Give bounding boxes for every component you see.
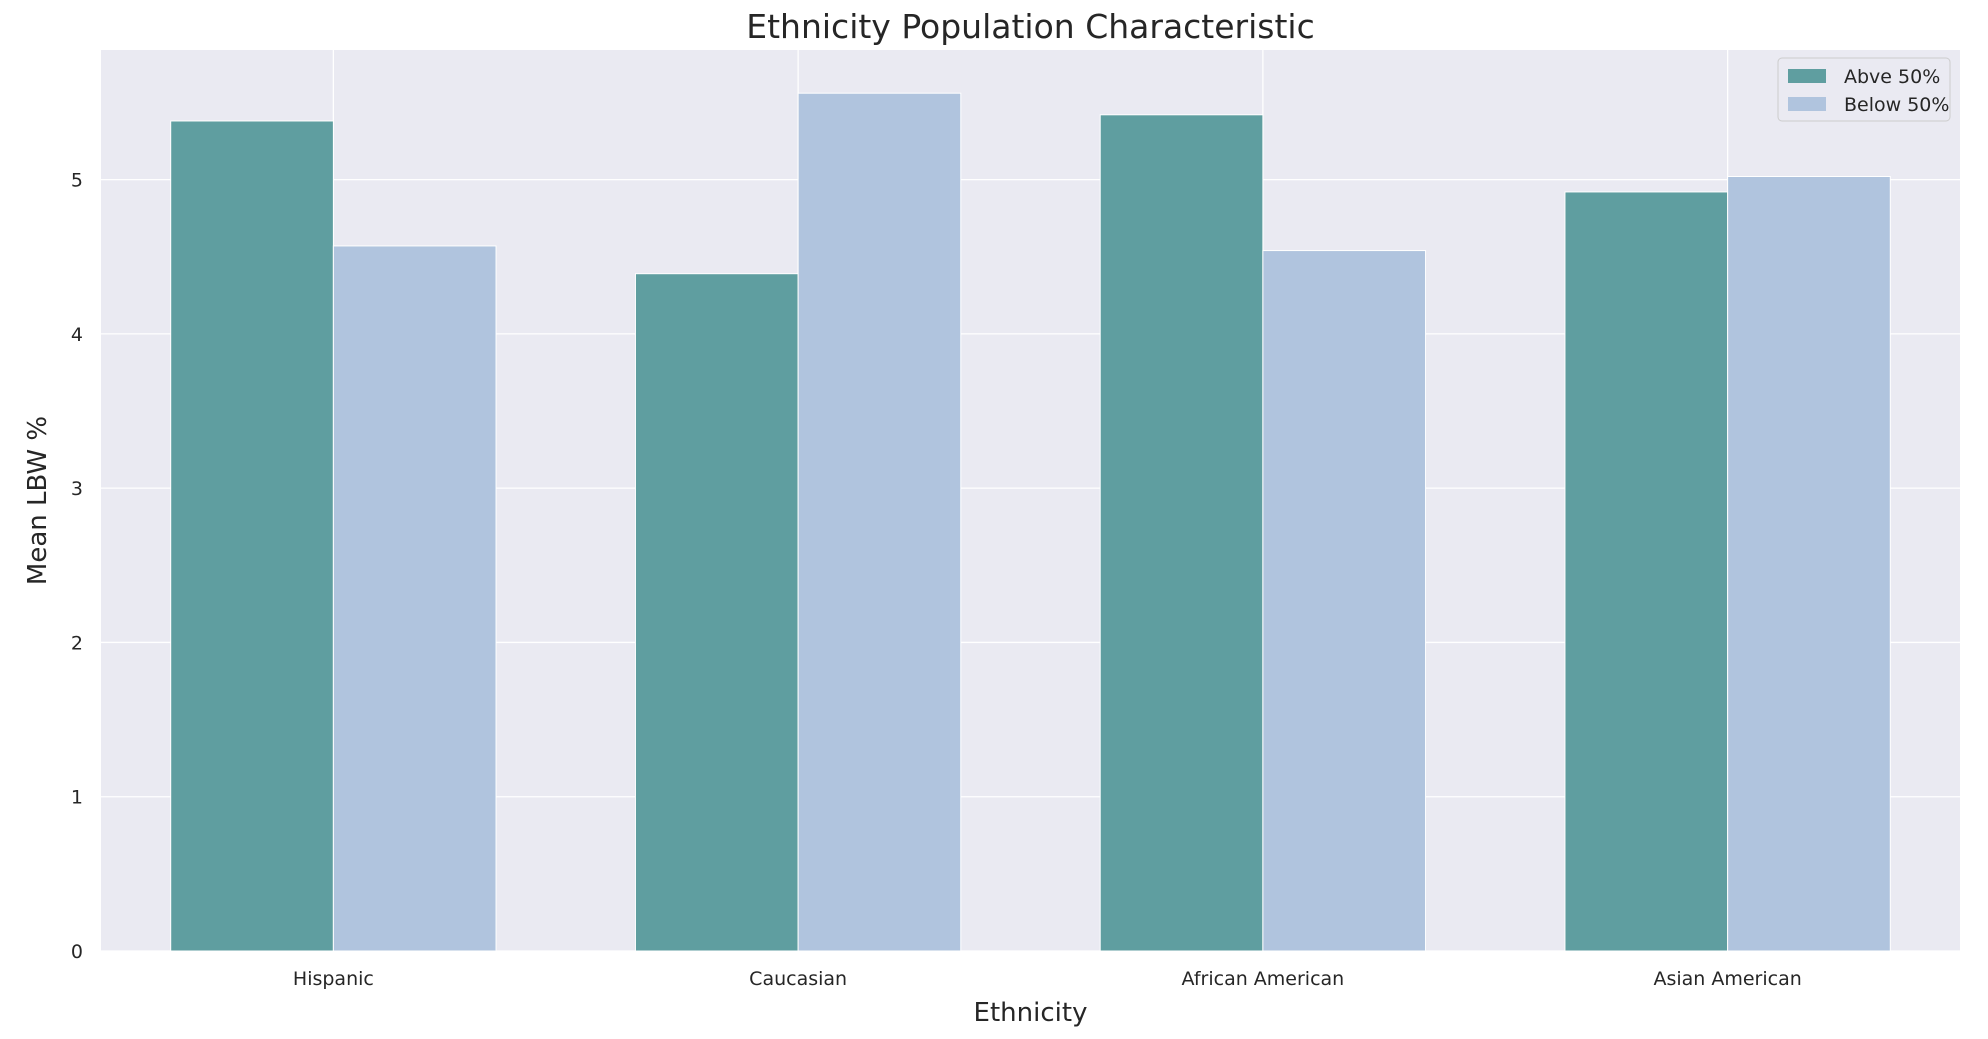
bar-below-african-american [1262, 250, 1427, 952]
legend: Abve 50% Below 50% [1777, 57, 1951, 122]
x-tick-label: Caucasian [749, 968, 847, 990]
x-tick-label: Hispanic [293, 968, 374, 990]
bar-below-caucasian [797, 92, 962, 952]
x-tick-label: African American [1182, 968, 1345, 990]
legend-swatch [1788, 97, 1826, 111]
chart-title: Ethnicity Population Characteristic [746, 7, 1314, 46]
bar-above-caucasian [634, 273, 799, 952]
bar-above-asian-american [1564, 191, 1729, 952]
x-axis-title: Ethnicity [974, 998, 1088, 1028]
y-axis-title: Mean LBW % [23, 416, 53, 585]
tick-layer: 0 1 2 3 4 5 Hispanic Caucasian African American A… [71, 170, 1802, 990]
bar-above-hispanic [170, 120, 334, 952]
y-tick-label: 4 [71, 324, 83, 346]
y-tick-label: 3 [71, 478, 83, 500]
legend-label: Below 50% [1844, 94, 1949, 116]
bar-above-african-american [1099, 114, 1264, 952]
legend-label: Abve 50% [1844, 66, 1940, 88]
bar-below-hispanic [332, 245, 497, 952]
y-tick-label: 0 [71, 941, 83, 963]
y-tick-label: 5 [71, 170, 83, 192]
bar-layer [170, 92, 1891, 952]
legend-swatch [1788, 69, 1826, 83]
y-tick-label: 2 [71, 632, 83, 654]
bar-below-asian-american [1727, 176, 1891, 952]
y-tick-label: 1 [71, 787, 83, 809]
x-tick-label: Asian American [1653, 968, 1801, 990]
